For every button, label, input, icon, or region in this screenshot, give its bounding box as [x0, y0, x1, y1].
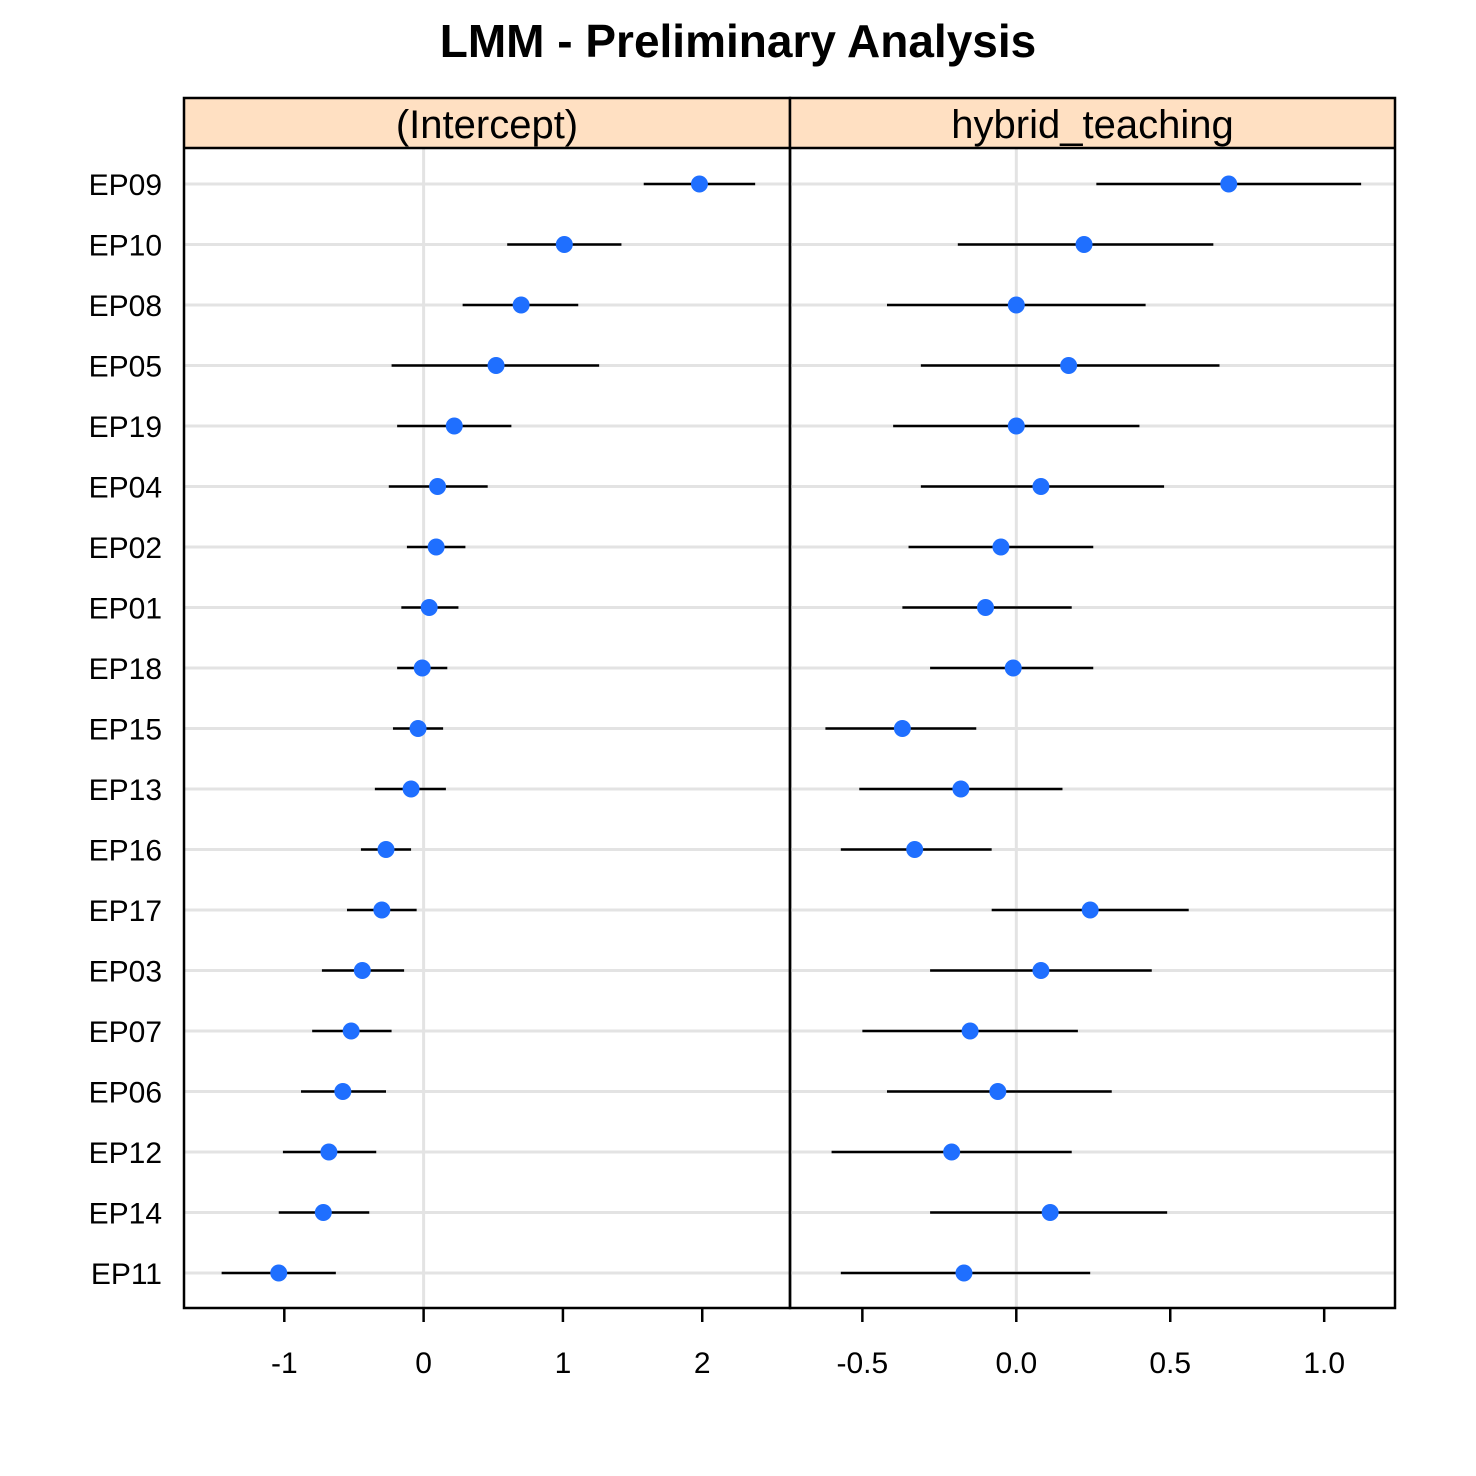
row-label-ep09: EP09 — [89, 169, 162, 202]
point-ep07 — [342, 1022, 360, 1040]
point-ep09 — [1220, 175, 1238, 193]
point-ep14 — [314, 1204, 332, 1221]
panel-border — [788, 96, 1397, 1310]
point-ep15 — [893, 720, 911, 737]
panel-0: (Intercept) -1 0 1 2 — [182, 96, 792, 1380]
point-ep04 — [429, 478, 447, 495]
row-label-ep13: EP13 — [89, 774, 162, 807]
point-ep18 — [1004, 659, 1022, 677]
strip-label: hybrid_teaching — [951, 103, 1233, 147]
point-ep01 — [420, 599, 438, 616]
panels-group: EP09 EP10 EP08 EP05 EP19 EP04 EP02 EP01 EP18 EP15… — [89, 96, 1397, 1380]
point-ep01 — [977, 599, 995, 616]
x-tick-label: 0 — [415, 1347, 432, 1380]
point-ep15 — [409, 720, 427, 737]
strip-background — [790, 98, 1395, 148]
x-tick-label: 0.0 — [995, 1347, 1037, 1380]
row-label-ep03: EP03 — [89, 956, 162, 989]
point-ep06 — [334, 1083, 352, 1100]
row-label-ep17: EP17 — [89, 895, 162, 928]
row-label-ep11: EP11 — [91, 1258, 162, 1291]
point-ep12 — [943, 1143, 961, 1161]
point-ep16 — [906, 841, 924, 858]
point-ep08 — [1007, 296, 1025, 314]
point-ep17 — [373, 901, 391, 919]
point-ep05 — [487, 357, 505, 374]
point-ep02 — [427, 538, 445, 556]
point-ep13 — [402, 780, 420, 798]
row-label-ep08: EP08 — [89, 290, 162, 323]
point-ep18 — [413, 659, 431, 677]
point-ep07 — [961, 1022, 979, 1040]
row-label-ep16: EP16 — [89, 835, 162, 868]
x-tick-label: 0.5 — [1149, 1347, 1191, 1380]
row-label-ep19: EP19 — [89, 411, 162, 444]
row-label-ep01: EP01 — [89, 593, 162, 626]
point-ep10 — [1075, 236, 1093, 253]
point-ep19 — [445, 417, 463, 435]
point-ep10 — [555, 236, 573, 253]
row-label-ep15: EP15 — [89, 714, 162, 747]
point-ep03 — [353, 962, 371, 979]
point-ep13 — [952, 780, 970, 798]
row-label-ep07: EP07 — [89, 1016, 162, 1049]
row-label-ep14: EP14 — [89, 1198, 162, 1231]
point-ep16 — [377, 841, 395, 858]
row-label-ep05: EP05 — [89, 351, 162, 384]
row-label-ep10: EP10 — [89, 230, 162, 263]
strip-background — [184, 98, 790, 148]
point-ep14 — [1041, 1204, 1059, 1221]
point-ep17 — [1081, 901, 1099, 919]
x-tick-label: -1 — [271, 1347, 298, 1380]
panel-1: hybrid_teaching -0.5 0.0 0.5 1.0 — [788, 96, 1397, 1380]
x-tick-label: -0.5 — [837, 1347, 889, 1380]
row-label-ep06: EP06 — [89, 1077, 162, 1110]
row-label-ep02: EP02 — [89, 532, 162, 565]
point-ep08 — [512, 296, 530, 314]
row-label-ep04: EP04 — [89, 472, 162, 505]
point-ep04 — [1032, 478, 1050, 495]
point-ep03 — [1032, 962, 1050, 979]
row-label-ep12: EP12 — [89, 1137, 162, 1170]
point-ep19 — [1007, 417, 1025, 435]
x-tick-label: 2 — [694, 1347, 711, 1380]
row-label-ep18: EP18 — [89, 653, 162, 686]
point-ep06 — [989, 1083, 1007, 1100]
x-tick-label: 1 — [555, 1347, 572, 1380]
panel-border — [182, 96, 792, 1310]
point-ep11 — [270, 1264, 288, 1282]
point-ep05 — [1060, 357, 1078, 374]
chart-title: LMM - Preliminary Analysis — [440, 15, 1036, 67]
point-ep11 — [955, 1264, 973, 1282]
point-ep09 — [690, 175, 708, 193]
point-ep02 — [992, 538, 1010, 556]
x-tick-label: 1.0 — [1303, 1347, 1345, 1380]
strip-label: (Intercept) — [396, 103, 578, 147]
point-ep12 — [320, 1143, 338, 1161]
